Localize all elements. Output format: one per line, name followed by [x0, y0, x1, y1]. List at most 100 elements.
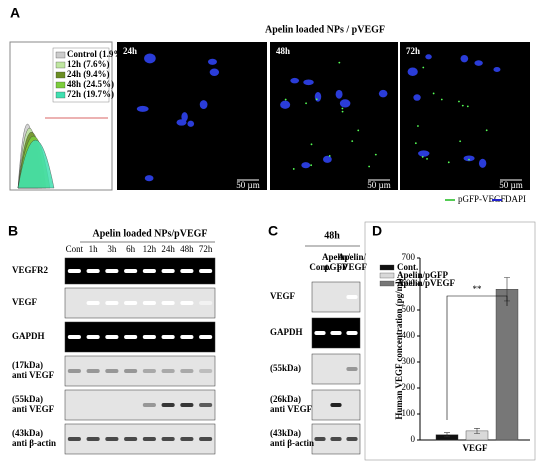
- panel-title: Apelin loaded NPs / pVEGF: [265, 24, 385, 35]
- gfp-dot: [466, 105, 469, 108]
- y-tick-label: 600: [402, 278, 416, 288]
- band: [67, 437, 81, 441]
- band: [346, 437, 358, 441]
- gfp-dot: [284, 98, 287, 101]
- gfp-dot: [338, 61, 341, 64]
- legend-label: 12h (7.6%): [67, 59, 110, 69]
- band: [124, 335, 138, 339]
- band: [86, 437, 100, 441]
- panel-label: B: [8, 223, 18, 239]
- band: [124, 437, 138, 441]
- legend-swatch: [379, 264, 395, 271]
- band: [105, 437, 119, 441]
- y-tick-label: 0: [411, 434, 416, 444]
- significance-bracket: [446, 295, 508, 420]
- nucleus: [176, 119, 187, 126]
- band: [67, 269, 81, 273]
- band: [86, 301, 100, 305]
- nucleus: [425, 54, 432, 60]
- nucleus: [209, 68, 220, 76]
- y-tick-label: 400: [402, 330, 416, 340]
- band: [142, 437, 156, 441]
- band: [161, 269, 175, 273]
- band: [161, 301, 175, 305]
- error-bar: [474, 428, 480, 434]
- band: [142, 369, 156, 373]
- legend-swatch: [55, 51, 66, 59]
- band: [142, 403, 156, 407]
- legend-label: pGFP-VEGF: [458, 194, 506, 204]
- y-tick-label: 500: [402, 304, 416, 314]
- band: [124, 301, 138, 305]
- scale-label: 50 µm: [236, 180, 259, 190]
- gfp-dot: [315, 98, 318, 101]
- lane-label: pVEGF: [337, 262, 368, 272]
- band: [161, 403, 175, 407]
- y-axis-label: Human VEGF concentration (pg/ml): [394, 278, 404, 419]
- row-label: GAPDH: [12, 331, 45, 341]
- legend-label: Apelin/pVEGF: [397, 278, 456, 288]
- legend-swatch: [55, 71, 66, 79]
- band: [199, 369, 213, 373]
- western-blot: [311, 353, 361, 385]
- legend-label: Apelin/pGFP: [397, 270, 449, 280]
- bar: [495, 289, 519, 441]
- gfp-dot: [368, 165, 371, 168]
- gfp-dot: [459, 140, 462, 143]
- nucleus: [144, 175, 154, 182]
- y-tick-label: 100: [402, 408, 416, 418]
- nucleus: [323, 155, 332, 163]
- nucleus: [339, 99, 351, 108]
- micrograph: [117, 42, 267, 190]
- legend-swatch: [379, 272, 395, 279]
- gfp-dot: [468, 158, 470, 161]
- y-tick-label: 200: [402, 382, 416, 392]
- band: [330, 331, 342, 335]
- band: [180, 369, 194, 373]
- row-label: VEGFR2: [12, 265, 49, 275]
- gfp-dot: [310, 143, 313, 146]
- band: [199, 335, 213, 339]
- nucleus: [407, 67, 418, 77]
- row-label: (43kDa): [270, 428, 301, 438]
- band: [105, 369, 119, 373]
- band: [142, 269, 156, 273]
- gfp-dot: [292, 168, 295, 170]
- row-label: anti VEGF: [12, 404, 55, 414]
- nucleus: [136, 105, 149, 112]
- row-label: (55kDa): [12, 394, 43, 404]
- lane-label: Cont.: [309, 262, 330, 272]
- image-label: 24h: [123, 46, 137, 56]
- legend-swatch: [55, 91, 66, 99]
- row-label: GAPDH: [270, 327, 303, 337]
- legend-swatch: [55, 61, 66, 69]
- nucleus: [181, 112, 188, 122]
- lane-label: Cont: [66, 244, 84, 254]
- band: [199, 437, 213, 441]
- nucleus: [187, 120, 195, 127]
- image-label: 48h: [276, 46, 290, 56]
- nucleus: [290, 77, 300, 84]
- row-label: anti VEGF: [270, 404, 313, 414]
- gfp-dot: [414, 142, 417, 145]
- micrograph: [270, 42, 398, 190]
- gfp-dot: [422, 66, 425, 69]
- lane-label: 1h: [89, 244, 99, 254]
- band: [161, 437, 175, 441]
- nucleus: [199, 100, 208, 110]
- gfp-dot: [374, 153, 377, 156]
- band: [180, 269, 194, 273]
- lane-label: 12h: [143, 244, 157, 254]
- gfp-dot: [447, 161, 450, 164]
- nucleus: [378, 89, 388, 98]
- gfp-dot: [461, 104, 464, 107]
- row-label: anti β-actin: [12, 438, 56, 448]
- gfp-dot: [328, 155, 331, 157]
- nucleus: [478, 158, 487, 168]
- scale-label: 50 µm: [499, 180, 522, 190]
- legend-label: Cont.: [397, 262, 418, 272]
- error-bar: [444, 432, 450, 438]
- gfp-dot: [485, 129, 488, 132]
- gfp-dot: [458, 100, 460, 103]
